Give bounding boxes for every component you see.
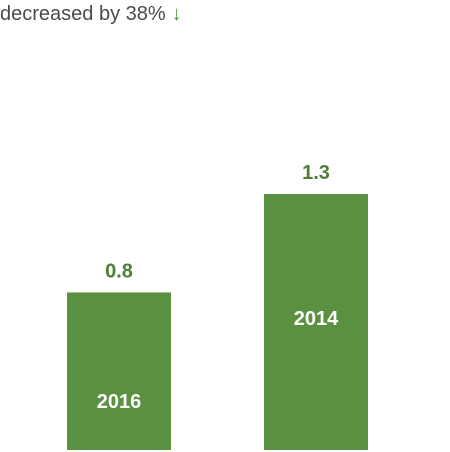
category-label-2014: 2014 bbox=[294, 308, 339, 330]
headline-text: decreased by 38% bbox=[0, 3, 166, 25]
arrow-down-icon: ↓ bbox=[171, 3, 182, 25]
value-label-2016: 0.8 bbox=[105, 260, 133, 282]
bar-2014 bbox=[264, 194, 368, 450]
bar-2016 bbox=[67, 292, 171, 450]
category-label-2016: 2016 bbox=[97, 391, 142, 413]
value-label-2014: 1.3 bbox=[302, 162, 330, 184]
headline: decreased by 38% ↓ bbox=[0, 0, 182, 28]
